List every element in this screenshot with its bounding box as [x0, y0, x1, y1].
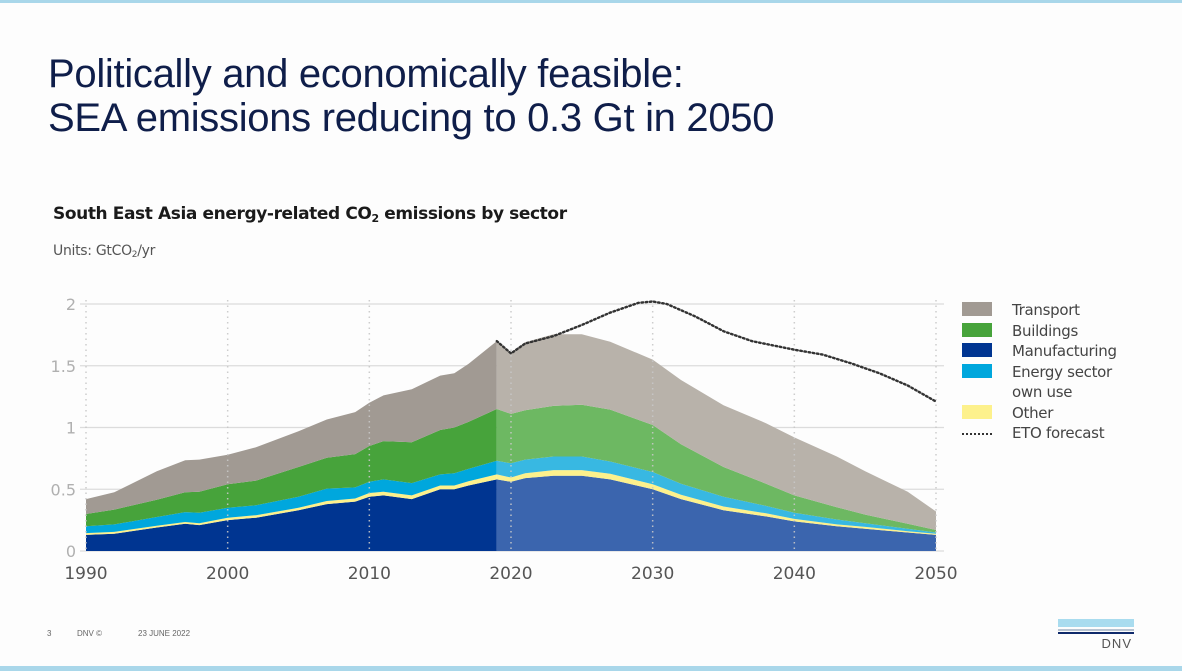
legend-swatch	[962, 302, 992, 316]
units-label: Units: GtCO2/yr	[53, 243, 155, 260]
y-tick-labels: 0 0.5 1 1.5 2	[51, 295, 76, 561]
area-transport-historical	[86, 341, 497, 514]
footer-page-number: 3	[47, 629, 52, 638]
area-energy-sector-own-use-historical	[86, 460, 497, 534]
units-text-2: /yr	[137, 243, 156, 259]
stacked-areas	[86, 334, 936, 551]
legend-item: Buildings	[962, 321, 1117, 342]
footer-brand: DNV ©	[77, 629, 103, 638]
area-energy-sector-own-use-forecast	[496, 456, 936, 534]
y-tick-label: 0	[66, 542, 76, 561]
slide-title-line-1: Politically and economically feasible:	[48, 52, 684, 96]
dnv-logo: DNV	[1058, 619, 1134, 651]
x-tick-label: 1990	[64, 564, 107, 584]
area-other-forecast	[496, 470, 936, 535]
logo-bar-grey	[1058, 629, 1134, 631]
bottom-accent-bar	[0, 666, 1182, 671]
eto-forecast-line-group	[495, 300, 938, 403]
chart-legend: Transport Buildings Manufacturing Energy se…	[962, 300, 1117, 444]
legend-item: Other	[962, 403, 1117, 424]
legend-item: ETO forecast	[962, 423, 1117, 444]
x-tick-label: 2050	[914, 564, 957, 584]
x-tick-label: 2000	[206, 564, 249, 584]
legend-item: Manufacturing	[962, 341, 1117, 362]
units-text-1: Units: GtCO	[53, 243, 132, 259]
y-tick-label: 1.5	[51, 357, 76, 376]
y-tick-label: 2	[66, 295, 76, 314]
chart-title-text-1: South East Asia energy-related CO	[53, 204, 372, 224]
area-transport-forecast	[496, 334, 936, 530]
x-tick-label: 2040	[773, 564, 816, 584]
legend-label: Energy sector own use	[1012, 362, 1112, 401]
legend-swatch	[962, 343, 992, 357]
legend-item: Energy sector own use	[962, 362, 1117, 403]
x-tick-label: 2020	[489, 564, 532, 584]
logo-text: DNV	[1101, 636, 1132, 651]
footer-date: 23 JUNE 2022	[138, 629, 191, 638]
logo-bar-dark	[1058, 632, 1134, 634]
eto-forecast-line	[495, 300, 938, 403]
emissions-chart: 0 0.5 1 1.5 2 1990 2000 2010 2020 2030 2040 2050	[51, 295, 958, 584]
top-accent-bar	[0, 0, 1182, 3]
legend-swatch	[962, 433, 992, 435]
legend-label: Other	[1012, 403, 1054, 422]
chart-title-subscript: 2	[371, 212, 379, 225]
units-subscript: 2	[131, 250, 138, 260]
logo-bar-light	[1058, 619, 1134, 627]
slide-title: Politically and economically feasible: S…	[48, 52, 775, 140]
legend-label: Transport	[1012, 301, 1080, 319]
area-manufacturing-historical	[86, 479, 497, 551]
x-tick-labels: 1990 2000 2010 2020 2030 2040 2050	[64, 564, 957, 584]
area-buildings-historical	[86, 409, 497, 527]
area-buildings-forecast	[496, 404, 936, 533]
area-manufacturing-forecast	[496, 475, 936, 551]
legend-label: Manufacturing	[1012, 342, 1117, 360]
legend-swatch	[962, 322, 992, 337]
legend-label: ETO forecast	[1012, 424, 1105, 442]
chart-title-text-2: emissions by sector	[378, 204, 567, 224]
vertical-grid-lines	[85, 300, 937, 551]
y-tick-label: 0.5	[51, 480, 76, 499]
legend-item: Transport	[962, 300, 1117, 321]
legend-label: Buildings	[1012, 321, 1078, 340]
legend-label-line-2: own use	[1012, 382, 1073, 401]
legend-swatch	[962, 363, 992, 378]
legend-swatch	[962, 404, 992, 419]
x-tick-label: 2010	[348, 564, 391, 584]
chart-title: South East Asia energy-related CO2 emiss…	[53, 204, 567, 225]
y-tick-label: 1	[66, 419, 76, 438]
x-tick-label: 2030	[631, 564, 674, 584]
slide-title-line-2: SEA emissions reducing to 0.3 Gt in 2050	[48, 96, 775, 140]
